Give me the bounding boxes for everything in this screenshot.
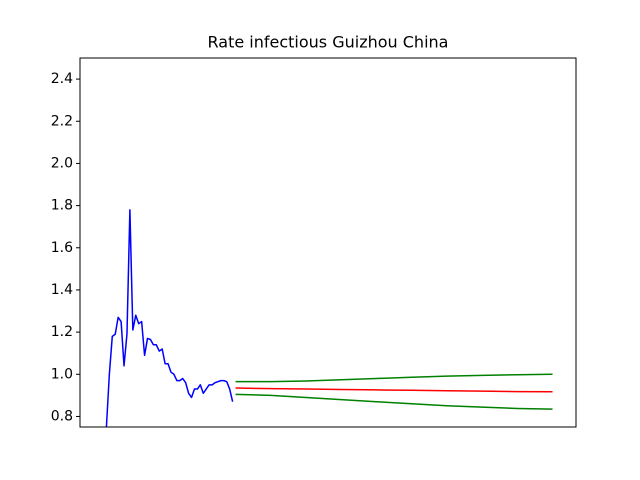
- y-tick-label: 1.0: [51, 366, 73, 382]
- series-line: [105, 209, 234, 427]
- chart-title: Rate infectious Guizhou China: [208, 33, 449, 52]
- y-tick-label: 0.8: [51, 408, 73, 424]
- series-line: [235, 393, 553, 410]
- series-line: [235, 373, 553, 383]
- y-tick-label: 2.0: [51, 155, 73, 171]
- axes-frame: [79, 57, 577, 428]
- y-tick-label: 1.4: [51, 282, 73, 298]
- y-tick-label: 2.2: [51, 113, 73, 129]
- y-tick-label: 1.6: [51, 240, 73, 256]
- y-tick-label: 1.2: [51, 324, 73, 340]
- y-tick-label: 2.4: [51, 71, 73, 87]
- series-line: [235, 387, 553, 393]
- y-tick-label: 1.8: [51, 198, 73, 214]
- plot-area: [105, 209, 553, 427]
